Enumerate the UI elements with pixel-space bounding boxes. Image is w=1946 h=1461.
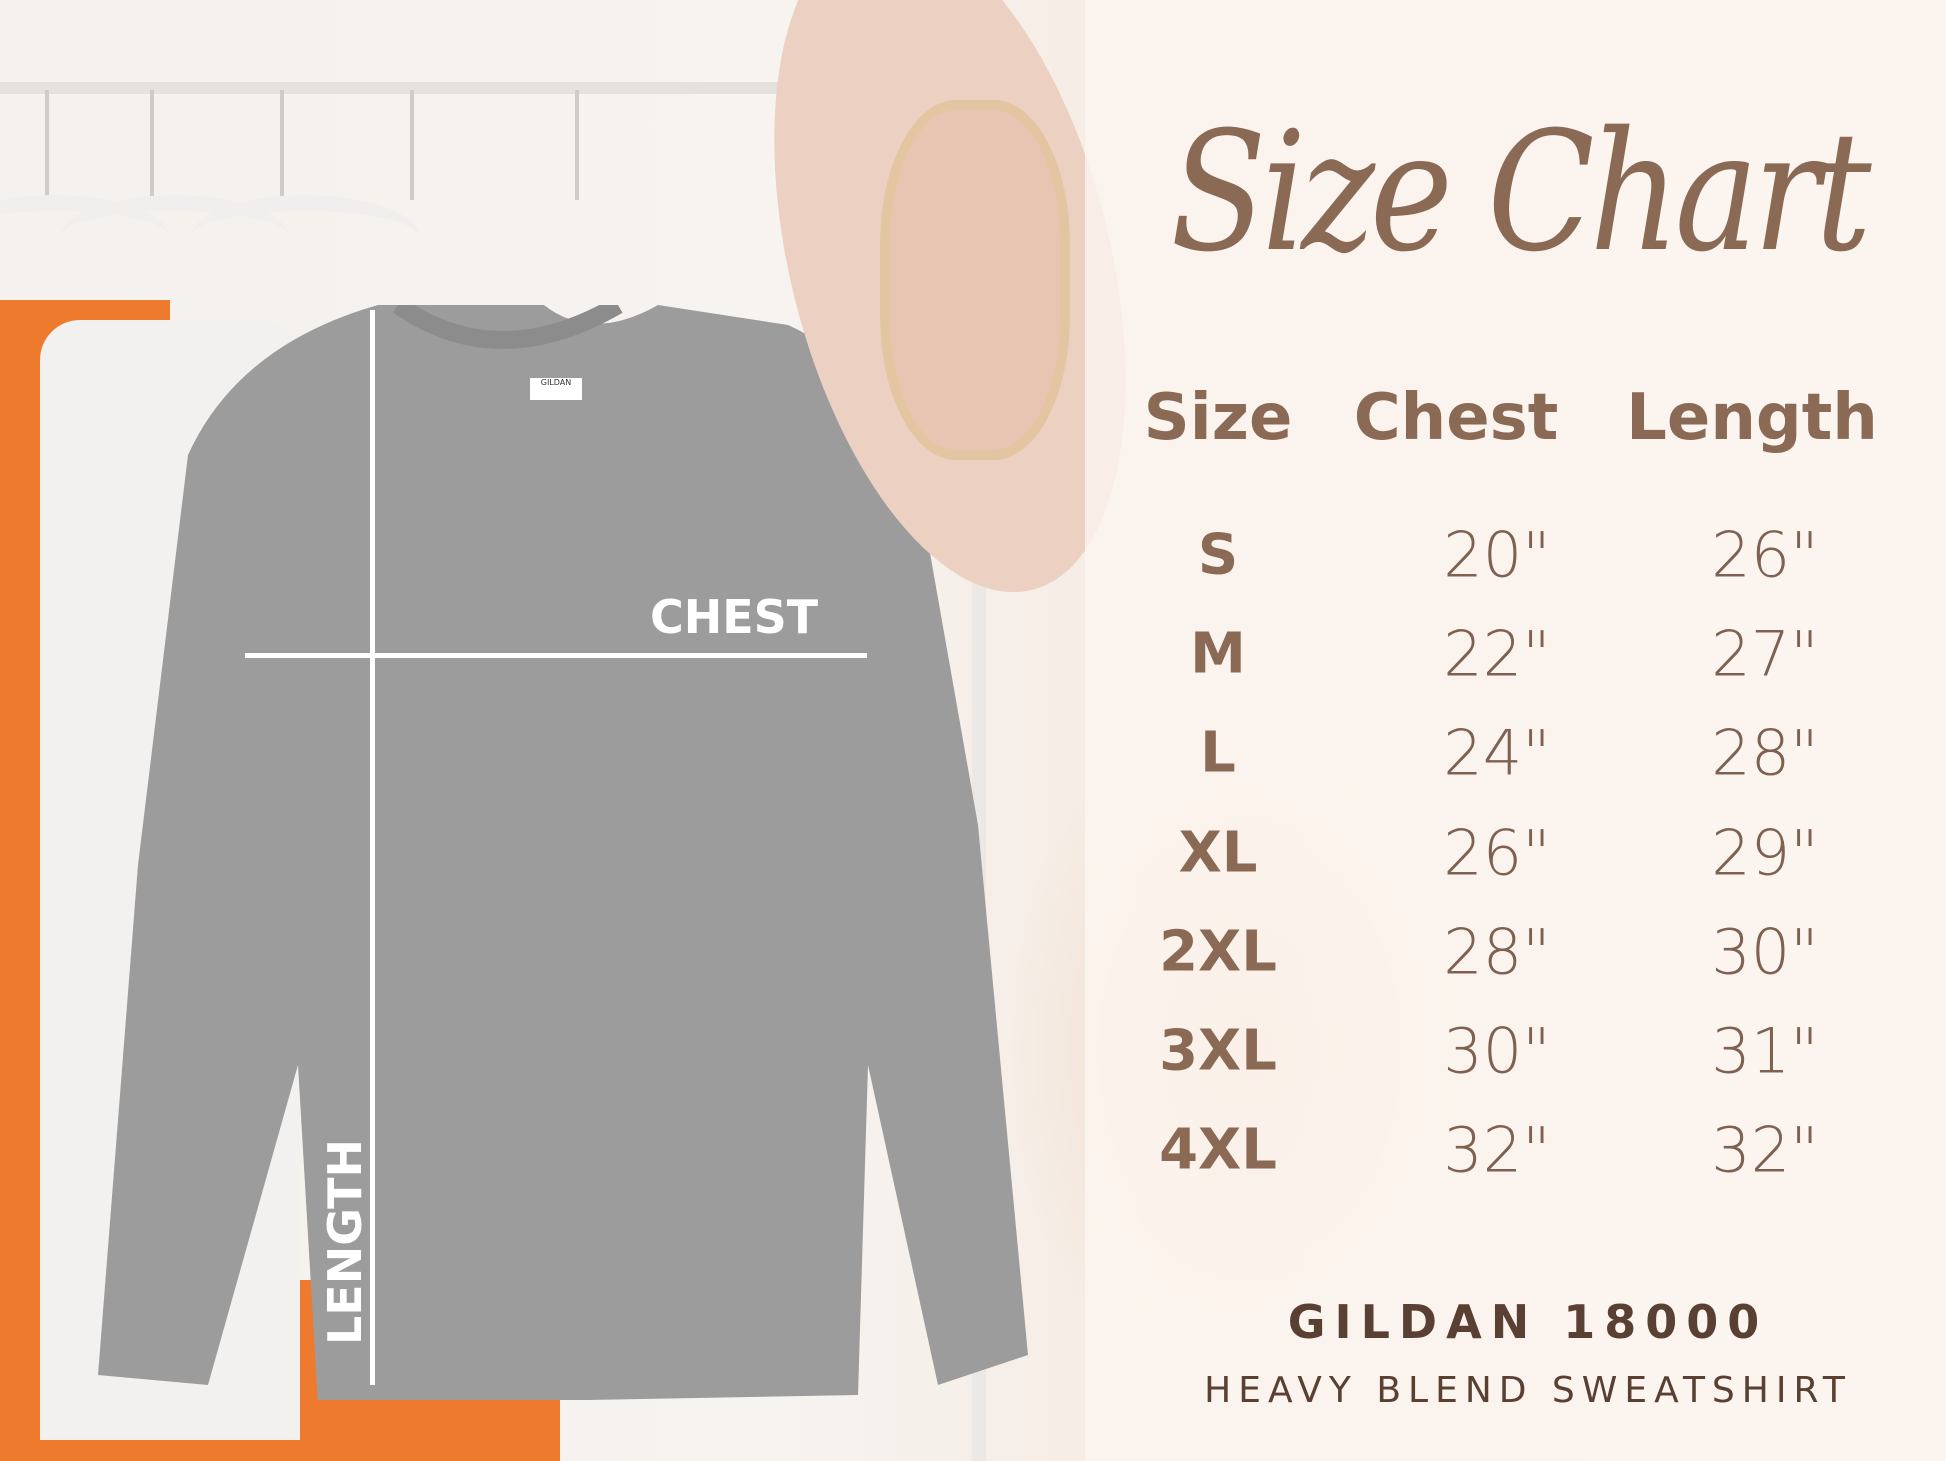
hanger (575, 90, 579, 200)
row-length: 28" (1711, 716, 1819, 790)
row-size: S (1197, 522, 1239, 588)
garment-tag: GILDAN (530, 378, 582, 400)
chart-title-container: Size Chart (1095, 110, 1941, 310)
header-chest: Chest (1353, 381, 1559, 455)
header-size: Size (1143, 381, 1293, 455)
gray-sweatshirt (98, 305, 1028, 1400)
row-chest: 30" (1443, 1014, 1551, 1088)
size-chart-panel (1085, 0, 1946, 1461)
row-length: 31" (1711, 1014, 1819, 1088)
row-chest: 26" (1443, 816, 1551, 890)
row-chest: 20" (1443, 518, 1551, 592)
row-size: 3XL (1159, 1018, 1277, 1084)
hanger (280, 90, 284, 200)
hat-band (880, 100, 1070, 460)
row-chest: 28" (1443, 915, 1551, 989)
row-size: M (1190, 621, 1246, 687)
row-length: 32" (1711, 1113, 1819, 1187)
length-label: LENGTH (318, 1138, 372, 1345)
chest-label: CHEST (650, 590, 819, 644)
hanger (45, 90, 49, 200)
row-length: 27" (1711, 617, 1819, 691)
hanger (410, 90, 414, 200)
row-size: 4XL (1159, 1117, 1277, 1183)
row-size: L (1200, 720, 1236, 786)
row-length: 29" (1711, 816, 1819, 890)
row-size: XL (1178, 820, 1258, 886)
clothing-rack (0, 82, 790, 94)
brand-model: GILDAN 18000 (1287, 1295, 1769, 1349)
length-measure-line (370, 310, 375, 1385)
row-chest: 32" (1443, 1113, 1551, 1187)
hanger (190, 195, 420, 281)
row-length: 26" (1711, 518, 1819, 592)
row-chest: 24" (1443, 716, 1551, 790)
product-name: HEAVY BLEND SWEATSHIRT (1204, 1370, 1852, 1411)
row-size: 2XL (1159, 919, 1277, 985)
hanger (150, 90, 154, 200)
chest-measure-line (245, 653, 867, 658)
chart-title: Size Chart (1169, 96, 1871, 288)
header-length: Length (1626, 381, 1878, 455)
row-length: 30" (1711, 915, 1819, 989)
row-chest: 22" (1443, 617, 1551, 691)
